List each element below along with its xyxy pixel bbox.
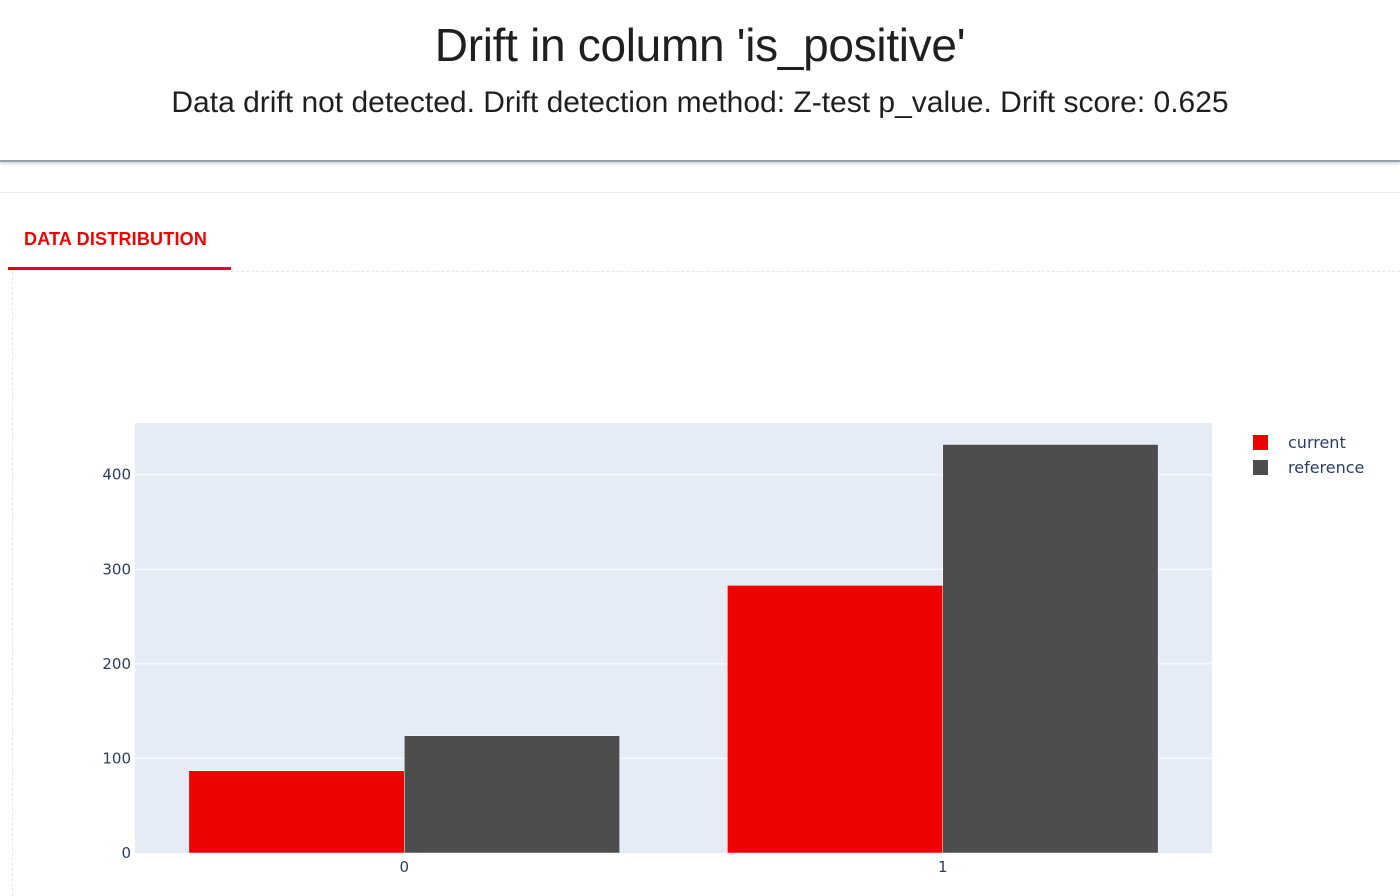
legend[interactable]: current reference [1253,433,1364,477]
bar-current-0[interactable] [188,770,405,854]
page-title: Drift in column 'is_positive' [434,19,966,71]
bar-reference-1[interactable] [942,444,1159,854]
x-tick-label: 1 [938,858,948,876]
legend-label-current[interactable]: current [1288,433,1346,452]
report-header: Drift in column 'is_positive' Data drift… [0,0,1400,162]
y-tick-label: 400 [102,466,131,484]
tab-bar-line [231,271,1400,273]
drift-summary: Data drift not detected. Drift detection… [171,86,1229,119]
y-axis-ticks: 0 100 200 300 400 [102,466,131,862]
bar-current-1[interactable] [727,585,943,854]
tab-label: DATA DISTRIBUTION [24,229,208,249]
bar-reference-0[interactable] [404,735,620,854]
y-tick-label: 0 [121,844,131,862]
x-tick-label: 0 [399,858,409,876]
bars [188,444,1159,854]
section-divider [0,192,1400,193]
legend-label-reference[interactable]: reference [1288,458,1364,477]
legend-swatch-reference[interactable] [1253,460,1268,475]
y-tick-label: 100 [102,749,131,767]
tab-data-distribution[interactable]: DATA DISTRIBUTION [8,212,231,270]
y-tick-label: 200 [102,655,131,673]
legend-swatch-current[interactable] [1253,435,1268,450]
y-tick-label: 300 [102,560,131,578]
